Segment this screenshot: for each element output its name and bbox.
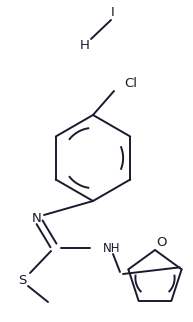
Text: O: O bbox=[157, 235, 167, 249]
Text: S: S bbox=[18, 273, 26, 287]
Text: H: H bbox=[80, 39, 90, 52]
Text: NH: NH bbox=[103, 242, 120, 254]
Text: Cl: Cl bbox=[124, 77, 137, 90]
Text: I: I bbox=[111, 5, 115, 18]
Text: N: N bbox=[32, 212, 42, 224]
